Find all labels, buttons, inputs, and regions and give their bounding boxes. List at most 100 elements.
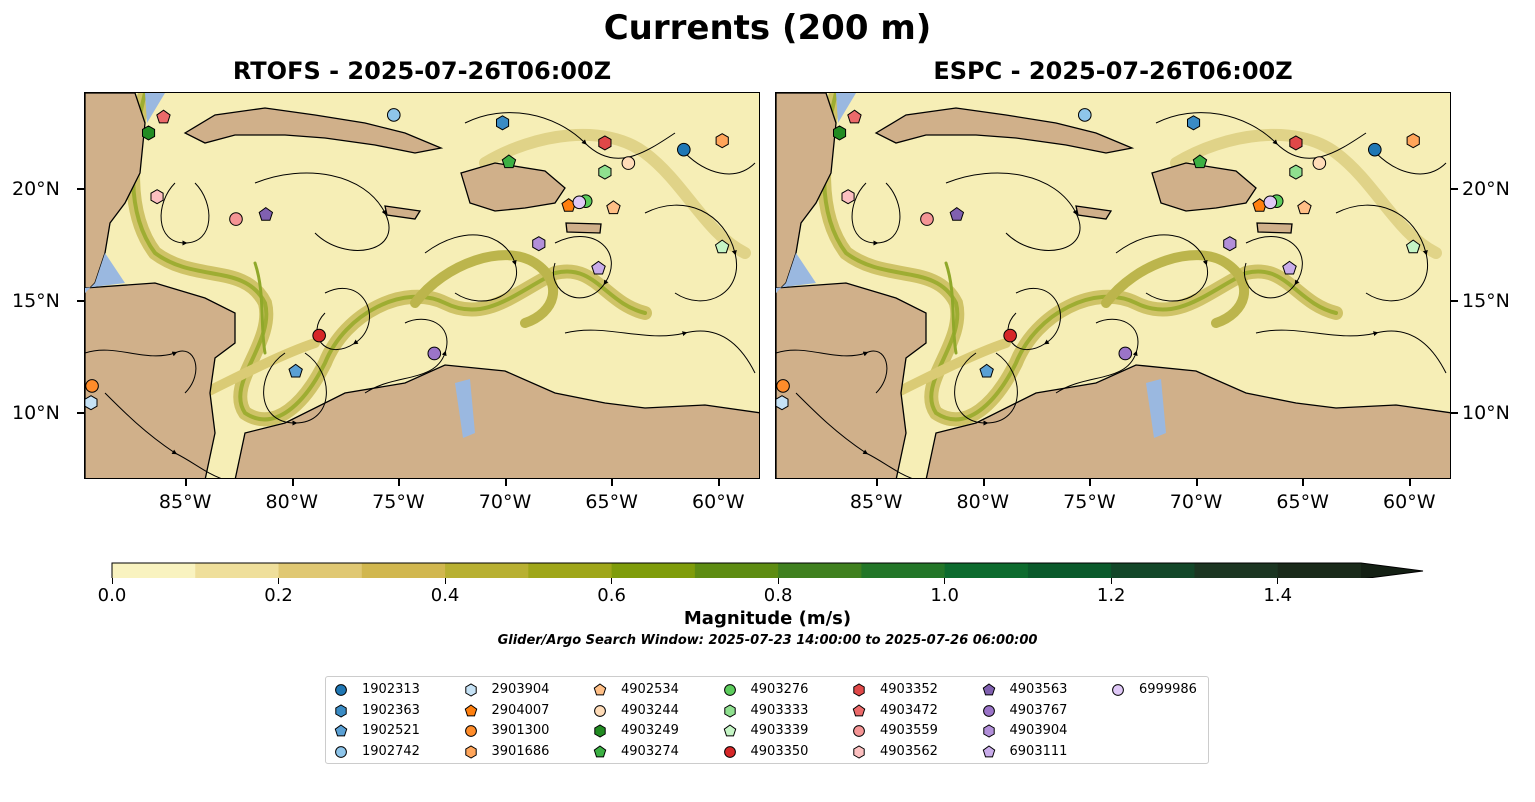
legend-label: 4903244 <box>621 702 679 718</box>
legend-label: 2904007 <box>491 702 550 718</box>
lat-tick-mark <box>77 187 84 190</box>
colorbar-bin <box>1277 563 1362 578</box>
legend-marker-4903472 <box>852 704 866 717</box>
figure-title: Currents (200 m) <box>603 8 932 48</box>
legend-item: 4902534 <box>593 680 679 700</box>
colorbar-tick-label: 0.4 <box>430 585 460 606</box>
legend-label: 4903562 <box>880 744 938 760</box>
colorbar-bin <box>1027 563 1112 578</box>
platform-marker-4903350 <box>312 328 326 343</box>
legend-label: 4903352 <box>880 682 938 697</box>
platform-marker-6903111 <box>1282 260 1297 275</box>
lon-tick-label: 85°W <box>158 491 212 513</box>
hexagon-marker-icon <box>853 683 865 697</box>
legend-label: 4903274 <box>621 744 679 760</box>
platform-marker-4903333 <box>598 164 612 180</box>
lon-tick-label: 75°W <box>372 491 425 513</box>
colorbar-tick-label: 0.6 <box>597 585 626 606</box>
legend-item: 6903111 <box>982 742 1068 762</box>
platform-marker-1902313 <box>677 142 691 157</box>
legend-marker-1902742 <box>335 746 347 758</box>
legend-item: 4903904 <box>982 721 1067 741</box>
lon-tick-mark <box>1409 479 1412 486</box>
legend-marker-4903904 <box>982 724 995 738</box>
search-window-text: Glider/Argo Search Window: 2025-07-23 14… <box>497 633 1038 648</box>
hexagon-marker-icon <box>335 704 347 718</box>
platform-marker-3901686 <box>715 133 729 149</box>
colorbar-bin <box>112 563 196 578</box>
platform-marker-4903244 <box>1312 156 1327 170</box>
legend-label: 6903111 <box>1009 744 1068 760</box>
legend-label: 3901300 <box>491 723 550 739</box>
circle-marker-icon <box>335 684 347 696</box>
platform-marker-1902742 <box>386 108 401 122</box>
lon-tick-label: 65°W <box>585 491 638 513</box>
legend-item: 1902313 <box>334 680 420 700</box>
pentagon-marker-icon <box>334 724 348 737</box>
lon-tick-label: 75°W <box>1063 491 1116 513</box>
legend-label: 4903249 <box>621 723 679 739</box>
colorbar-tick-label: 0.2 <box>264 585 293 606</box>
lat-tick-label: 20°N <box>1462 177 1510 200</box>
platform-marker-4903562 <box>841 189 855 205</box>
lat-tick-label: 10°N <box>1462 401 1510 424</box>
platform-marker-4903339 <box>1405 239 1421 254</box>
espc-map-panel[interactable] <box>775 92 1451 479</box>
lon-tick-mark <box>504 479 507 486</box>
legend-label: 1902742 <box>362 744 420 760</box>
legend-marker-4903249 <box>594 724 606 738</box>
circle-marker-icon <box>594 704 606 717</box>
platform-marker-1902742 <box>1077 108 1092 122</box>
lon-tick-label: 80°W <box>265 491 319 513</box>
colorbar-tick-mark <box>777 578 779 584</box>
hexagon-marker-icon <box>982 724 995 738</box>
pentagon-marker-icon <box>593 745 607 758</box>
lon-tick-label: 60°W <box>1383 491 1436 513</box>
espc-panel-title: ESPC - 2025-07-26T06:00Z <box>933 57 1293 85</box>
platform-marker-4903350 <box>1003 328 1017 343</box>
legend-marker-6903111 <box>982 745 995 758</box>
legend-label: 1902363 <box>362 702 420 718</box>
rtofs-map-panel[interactable] <box>84 92 760 479</box>
legend-marker-4903559 <box>853 725 865 738</box>
lon-tick-mark <box>1089 479 1092 486</box>
circle-marker-icon <box>723 684 736 696</box>
circle-marker-icon <box>464 725 477 738</box>
legend-item: 4903562 <box>852 742 938 762</box>
hexagon-marker-icon <box>464 683 477 697</box>
platform-marker-4903563 <box>258 206 274 221</box>
platform-marker-4903339 <box>714 239 730 254</box>
legend-marker-1902521 <box>334 724 348 737</box>
platform-marker-2903904 <box>776 395 789 411</box>
legend-item: 4903333 <box>723 701 808 721</box>
lat-tick-label: 15°N <box>1462 289 1510 312</box>
platform-marker-1902521 <box>288 363 303 378</box>
colorbar-bin <box>195 563 280 578</box>
pentagon-marker-icon <box>464 704 477 717</box>
platform-marker-4903472 <box>156 109 171 124</box>
hexagon-marker-icon <box>853 745 865 759</box>
colorbar-tick-label: 1.4 <box>1263 585 1293 606</box>
pentagon-marker-icon <box>852 704 866 717</box>
lon-tick-mark <box>398 479 401 486</box>
platform-marker-4903563 <box>949 206 965 221</box>
colorbar-tick-label: 1.2 <box>1096 585 1126 606</box>
espc-currents-map <box>776 93 1451 479</box>
circle-marker-icon <box>335 746 347 758</box>
colorbar-tick-mark <box>944 578 946 584</box>
lon-tick-mark <box>1195 479 1198 486</box>
legend-marker-3901300 <box>464 725 477 738</box>
colorbar-bin <box>861 563 946 578</box>
colorbar-bin <box>445 563 529 578</box>
legend-marker-4903276 <box>723 684 736 696</box>
platform-marker-6999986 <box>572 195 587 210</box>
platform-marker-4903352 <box>598 135 612 151</box>
legend-item: 3901686 <box>464 742 549 762</box>
legend-label: 4903276 <box>750 682 809 697</box>
platform-legend: 1902313 1902363 1902521 1902742 2903904 29040… <box>325 676 1209 764</box>
legend-item: 4903563 <box>982 680 1067 700</box>
pentagon-marker-icon <box>982 745 995 758</box>
legend-marker-4903244 <box>594 704 606 717</box>
colorbar-bin <box>528 563 613 578</box>
